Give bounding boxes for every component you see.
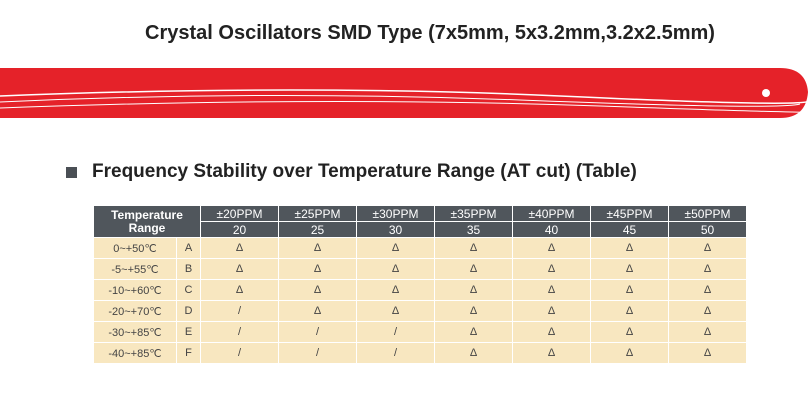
cell: Δ — [512, 258, 591, 280]
column-header: ±25PPM — [278, 205, 357, 222]
column-value: 25 — [278, 221, 357, 238]
column-header: ±35PPM — [434, 205, 513, 222]
cell: Δ — [590, 258, 669, 280]
cell: Δ — [590, 279, 669, 301]
cell: Δ — [590, 300, 669, 322]
cell: Δ — [590, 321, 669, 343]
cell: Δ — [434, 279, 513, 301]
cell: / — [356, 342, 435, 364]
cell: Δ — [512, 237, 591, 259]
cell: Δ — [668, 321, 747, 343]
cell: Δ — [434, 342, 513, 364]
bullet — [66, 167, 77, 178]
column-value: 40 — [512, 221, 591, 238]
banner — [0, 68, 809, 118]
cell: Δ — [668, 300, 747, 322]
cell: Δ — [356, 237, 435, 259]
cell: Δ — [434, 237, 513, 259]
table-row: -40~+85℃ F / / / Δ Δ Δ Δ — [93, 342, 747, 364]
cell: Δ — [278, 258, 357, 280]
temperature-range: 0~+50℃ — [93, 237, 177, 259]
column-value: 50 — [668, 221, 747, 238]
cell: / — [278, 342, 357, 364]
cell: / — [356, 321, 435, 343]
cell: Δ — [356, 279, 435, 301]
column-value: 30 — [356, 221, 435, 238]
column-header: ±50PPM — [668, 205, 747, 222]
temperature-range: -40~+85℃ — [93, 342, 177, 364]
cell: Δ — [434, 321, 513, 343]
cell: / — [278, 321, 357, 343]
cell: Δ — [356, 300, 435, 322]
temperature-range: -20~+70℃ — [93, 300, 177, 322]
cell: Δ — [512, 342, 591, 364]
cell: Δ — [668, 237, 747, 259]
column-value: 35 — [434, 221, 513, 238]
temperature-range: -5~+55℃ — [93, 258, 177, 280]
header-row: 20 25 30 35 40 45 50 — [94, 221, 747, 238]
cell: Δ — [512, 279, 591, 301]
table-row: -5~+55℃ B Δ Δ Δ Δ Δ Δ Δ — [93, 258, 747, 280]
cell: Δ — [668, 279, 747, 301]
cell: Δ — [590, 342, 669, 364]
column-value: 45 — [590, 221, 669, 238]
cell: Δ — [200, 258, 279, 280]
cell: Δ — [434, 258, 513, 280]
cell: Δ — [590, 237, 669, 259]
cell: / — [200, 300, 279, 322]
column-header: ±30PPM — [356, 205, 435, 222]
column-value: 20 — [200, 221, 279, 238]
stability-table: Temperature Range ±20PPM ±25PPM ±30PPM ±35PP… — [93, 205, 747, 364]
page-title: Crystal Oscillators SMD Type (7x5mm, 5x3… — [145, 22, 715, 44]
range-code: A — [176, 237, 201, 259]
header-row: Temperature Range ±20PPM ±25PPM ±30PPM ±35PP… — [93, 205, 747, 238]
column-header: ±40PPM — [512, 205, 591, 222]
range-code: C — [176, 279, 201, 301]
table-row: -20~+70℃ D / Δ Δ Δ Δ Δ Δ — [93, 300, 747, 322]
table-row: -30~+85℃ E / / / Δ Δ Δ Δ — [93, 321, 747, 343]
table-row: 0~+50℃ A Δ Δ Δ Δ Δ Δ Δ — [93, 237, 747, 259]
corner-header: Temperature Range — [93, 205, 201, 238]
section-title: Frequency Stability over Temperature Ran… — [92, 161, 637, 182]
cell: Δ — [278, 300, 357, 322]
temperature-range: -30~+85℃ — [93, 321, 177, 343]
cell: Δ — [512, 300, 591, 322]
cell: Δ — [200, 279, 279, 301]
cell: / — [200, 342, 279, 364]
cell: Δ — [278, 279, 357, 301]
cell: Δ — [668, 342, 747, 364]
range-code: D — [176, 300, 201, 322]
range-code: F — [176, 342, 201, 364]
cell: Δ — [356, 258, 435, 280]
cell: Δ — [434, 300, 513, 322]
column-header: ±20PPM — [200, 205, 279, 222]
cell: Δ — [200, 237, 279, 259]
table-row: -10~+60℃ C Δ Δ Δ Δ Δ Δ Δ — [93, 279, 747, 301]
temperature-range: -10~+60℃ — [93, 279, 177, 301]
column-header: ±45PPM — [590, 205, 669, 222]
cell: Δ — [668, 258, 747, 280]
cell: Δ — [512, 321, 591, 343]
cell: Δ — [278, 237, 357, 259]
range-code: E — [176, 321, 201, 343]
cell: / — [200, 321, 279, 343]
range-code: B — [176, 258, 201, 280]
